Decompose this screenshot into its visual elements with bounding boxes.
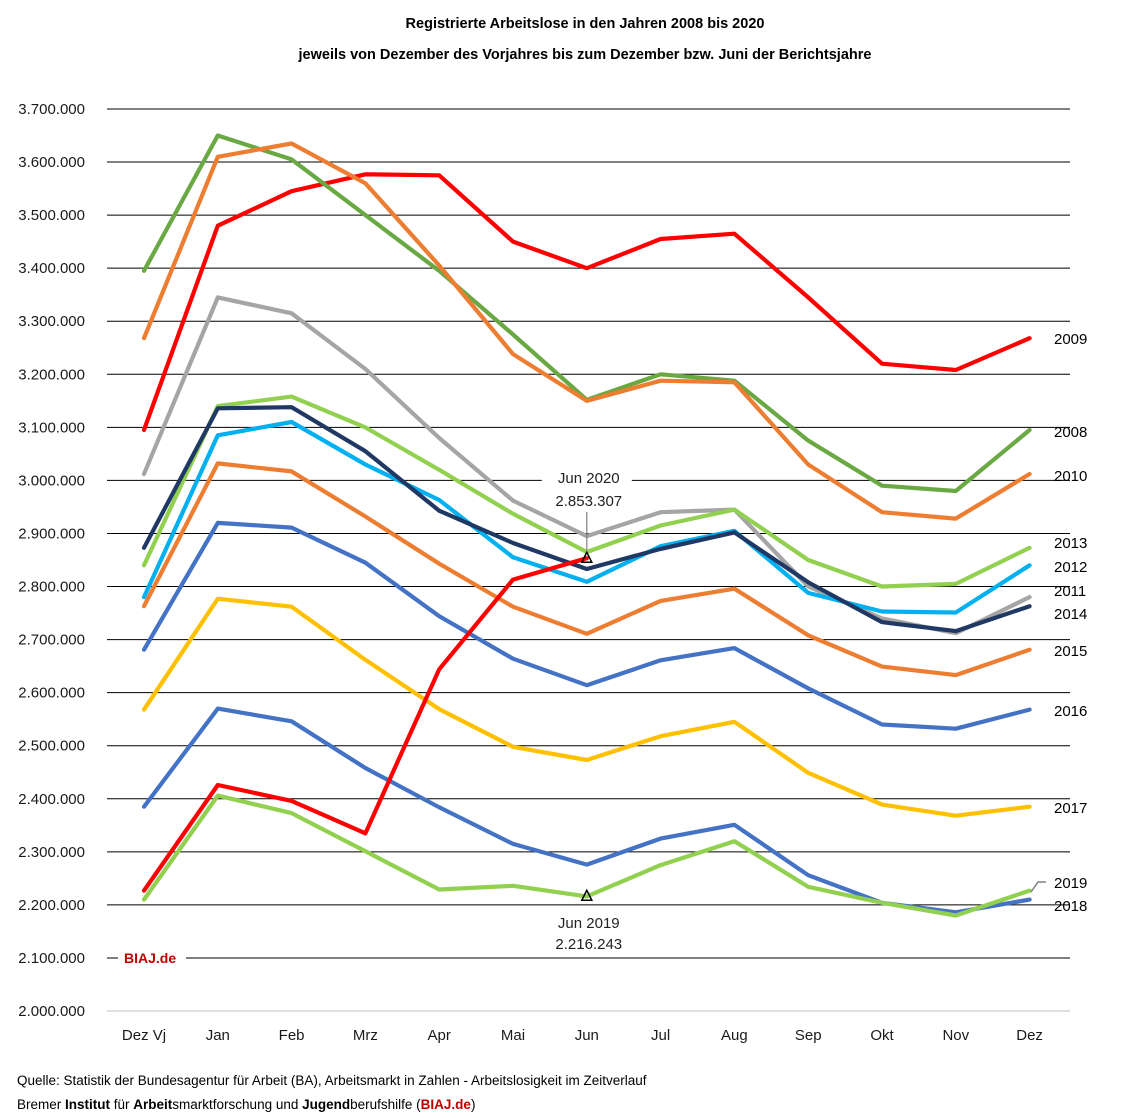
y-tick-label: 3.600.000 (18, 154, 85, 171)
series-label-2015: 2015 (1054, 643, 1087, 660)
publisher-part: Arbeit (133, 1097, 173, 1112)
y-tick-label: 2.900.000 (18, 525, 85, 542)
line-chart: Registrierte Arbeitslose in den Jahren 2… (18, 16, 1087, 1044)
series-label-2013: 2013 (1054, 535, 1087, 552)
series-line-2020 (141, 556, 589, 893)
y-tick-label: 2.100.000 (18, 950, 85, 967)
x-axis-tick-labels: Dez Vj Jan Feb Mrz Apr Mai Jun Jul Aug Sep Okt Nov D… (122, 1027, 1043, 1044)
x-tick-label: Dez (1016, 1027, 1043, 1044)
y-tick-label: 3.300.000 (18, 313, 85, 330)
x-tick-label: Okt (870, 1027, 894, 1044)
annotation-value-2020: 2.853.307 (555, 493, 622, 510)
y-tick-label: 3.000.000 (18, 472, 85, 489)
publisher-part: Jugend (302, 1097, 351, 1112)
series-label-2011: 2011 (1054, 583, 1086, 600)
series-line-2017 (141, 596, 1032, 818)
chart-title: Registrierte Arbeitslose in den Jahren 2… (406, 16, 765, 32)
annotations: Jun 2020 2.853.307 Jun 2019 2.216.243 (541, 468, 632, 953)
gridlines (107, 108, 1070, 1012)
series-line-2008 (141, 133, 1032, 494)
annotation-marker-2020 (580, 550, 594, 563)
publisher-part: ) (470, 1097, 476, 1112)
x-tick-label: Mrz (353, 1027, 378, 1044)
series-line-2019 (141, 793, 1032, 918)
x-tick-label: Sep (795, 1027, 822, 1044)
publisher-part: Bremer (17, 1097, 66, 1112)
series-label-2014: 2014 (1054, 606, 1087, 623)
y-tick-label: 2.500.000 (18, 738, 85, 755)
source-note: Quelle: Statistik der Bundesagentur für … (17, 1073, 647, 1088)
leader-line-2019 (1030, 881, 1046, 893)
series-lines (141, 133, 1032, 918)
series-label-2012: 2012 (1054, 559, 1087, 576)
annotation-marker-2019 (580, 888, 594, 902)
x-tick-label: Dez Vj (122, 1027, 166, 1044)
y-tick-label: 2.800.000 (18, 579, 85, 596)
series-line-2012 (141, 419, 1032, 615)
x-tick-label: Apr (428, 1027, 451, 1044)
publisher-part: Institut (65, 1097, 111, 1112)
y-tick-label: 3.100.000 (18, 419, 85, 436)
series-label-2010: 2010 (1054, 468, 1087, 485)
publisher-link: BIAJ.de (420, 1097, 471, 1112)
x-tick-label: Jul (651, 1027, 670, 1044)
series-label-2018: 2018 (1054, 898, 1087, 915)
series-line-2009 (141, 172, 1032, 433)
publisher-part: für (110, 1097, 134, 1112)
y-tick-label: 2.000.000 (18, 1003, 85, 1020)
publisher-part: berufshilfe ( (350, 1097, 421, 1112)
annotation-bg-2020 (541, 468, 632, 511)
x-tick-label: Jan (206, 1027, 230, 1044)
publisher-note: Bremer Institut für Arbeitsmarktforschun… (17, 1095, 475, 1115)
y-tick-label: 3.400.000 (18, 260, 85, 277)
y-tick-label: 2.400.000 (18, 791, 85, 808)
y-tick-label: 3.200.000 (18, 366, 85, 383)
series-label-2017: 2017 (1054, 800, 1087, 817)
watermark-bg (118, 947, 186, 969)
y-tick-label: 2.600.000 (18, 685, 85, 702)
x-tick-label: Feb (279, 1027, 305, 1044)
chart-subtitle: jeweils von Dezember des Vorjahres bis z… (298, 47, 872, 63)
watermark-label: BIAJ.de (124, 950, 176, 966)
series-labels: 2009 2008 2010 2011 2013 2012 2014 2015 2016 2017… (1030, 331, 1087, 915)
series-label-2008: 2008 (1054, 424, 1087, 441)
series-line-2016 (141, 520, 1032, 731)
series-line-2015 (141, 461, 1032, 678)
publisher-part: smarktforschung und (172, 1097, 303, 1112)
annotation-value-2019: 2.216.243 (555, 936, 622, 953)
y-axis-tick-labels: 2.000.000 2.100.000 2.200.000 2.300.000 2.40… (18, 101, 85, 1020)
series-label-2016: 2016 (1054, 703, 1087, 720)
y-tick-label: 3.700.000 (18, 101, 85, 118)
x-tick-label: Mai (501, 1027, 525, 1044)
y-tick-label: 2.700.000 (18, 632, 85, 649)
x-tick-label: Aug (721, 1027, 748, 1044)
series-line-2010 (141, 141, 1032, 521)
series-label-2019: 2019 (1054, 875, 1087, 892)
x-tick-label: Jun (575, 1027, 599, 1044)
y-tick-label: 2.200.000 (18, 897, 85, 914)
annotation-title-2019: Jun 2019 (558, 915, 620, 932)
annotation-title-2020: Jun 2020 (558, 470, 620, 487)
x-tick-label: Nov (942, 1027, 969, 1044)
y-tick-label: 2.300.000 (18, 844, 85, 861)
series-line-2014 (141, 405, 1032, 634)
series-label-2009: 2009 (1054, 331, 1087, 348)
y-tick-label: 3.500.000 (18, 207, 85, 224)
